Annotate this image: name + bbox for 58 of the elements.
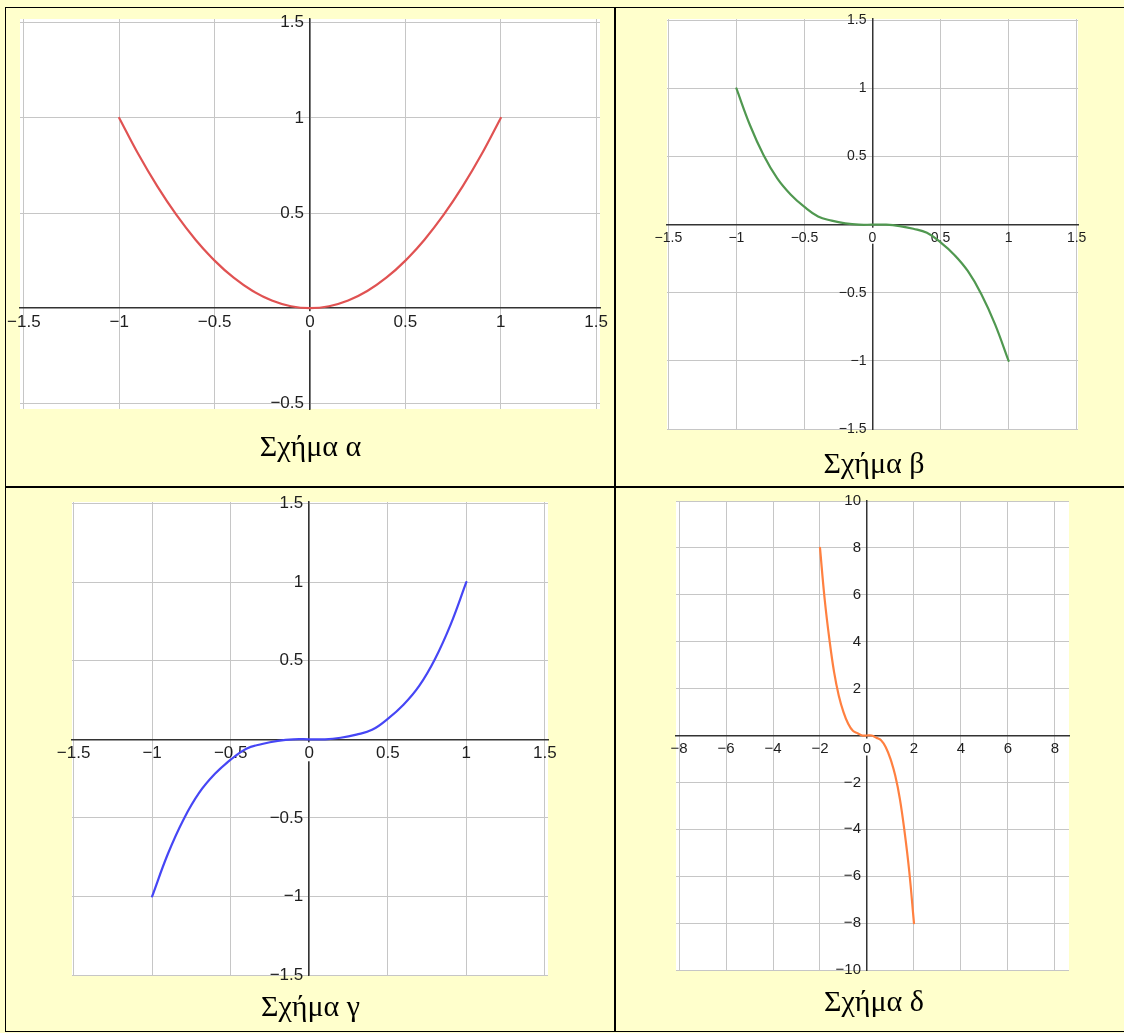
text: Σχήμα β (822, 445, 926, 480)
y-tick-label: −6 (843, 865, 861, 883)
y-tick-label: 10 (843, 490, 861, 508)
text: Σχήμα γ (260, 988, 361, 1023)
x-tick-label: −0.5 (197, 311, 231, 331)
x-tick-label: −0.5 (790, 228, 818, 245)
x-tick-label: −6 (716, 738, 735, 756)
x-tick-label: 0.5 (393, 311, 417, 331)
x-tick-label: 0 (304, 311, 315, 331)
y-tick-label: −1.5 (269, 964, 303, 984)
x-tick-label: 2 (909, 738, 918, 756)
x-tick-label: 1.5 (1066, 228, 1087, 245)
y-tick-label: 1 (858, 78, 867, 95)
y-tick-label: 2 (852, 678, 861, 696)
x-tick-label: 1.5 (532, 742, 557, 762)
x-tick-label: 6 (1003, 738, 1012, 756)
y-tick-label: 0.5 (279, 202, 304, 222)
y-tick-label: 4 (852, 631, 861, 649)
y-tick-label: 8 (852, 537, 861, 555)
y-tick-label: −0.5 (269, 807, 303, 827)
y-tick-label: 1 (293, 571, 303, 591)
y-tick-label: 0.5 (846, 146, 867, 163)
y-tick-label: −8 (843, 912, 861, 930)
x-tick-label: 4 (956, 738, 965, 756)
x-tick-label: 0.5 (375, 742, 400, 762)
x-tick-label: 8 (1050, 738, 1059, 756)
x-tick-label: −1.5 (6, 311, 41, 331)
x-tick-label: 1 (495, 311, 506, 331)
x-tick-label: 0 (868, 228, 877, 245)
y-tick-label: −1 (850, 351, 867, 368)
y-tick-label: −2 (843, 772, 861, 790)
text: Σχήμα α (258, 428, 363, 463)
x-tick-label: 1.5 (583, 311, 608, 331)
y-tick-label: −1.5 (838, 419, 867, 436)
y-tick-label: −1 (283, 885, 303, 905)
y-tick-label: −0.5 (269, 392, 304, 412)
x-tick-label: −1 (109, 311, 129, 331)
x-tick-label: −1 (141, 742, 162, 762)
x-tick-label: −1.5 (56, 742, 90, 762)
x-tick-label: 1 (461, 742, 471, 762)
x-tick-label: −8 (670, 738, 688, 756)
y-tick-label: 1.5 (279, 492, 303, 512)
text: Σχήμα δ (823, 983, 925, 1018)
x-tick-label: −1 (727, 228, 745, 245)
y-tick-label: −0.5 (838, 283, 867, 300)
y-tick-label: −4 (843, 818, 861, 836)
y-tick-label: 6 (852, 584, 861, 602)
x-tick-label: 1 (1004, 228, 1013, 245)
y-tick-label: 1.5 (279, 11, 304, 31)
y-tick-label: 1 (294, 107, 304, 127)
y-tick-label: 0.5 (279, 649, 303, 669)
x-tick-label: 0 (862, 738, 871, 756)
x-tick-label: −4 (763, 738, 782, 756)
x-tick-label: 0 (303, 742, 314, 762)
y-tick-label: 1.5 (846, 10, 867, 27)
y-tick-label: −10 (835, 959, 861, 977)
x-tick-label: −2 (810, 738, 829, 756)
x-tick-label: −1.5 (654, 228, 682, 245)
